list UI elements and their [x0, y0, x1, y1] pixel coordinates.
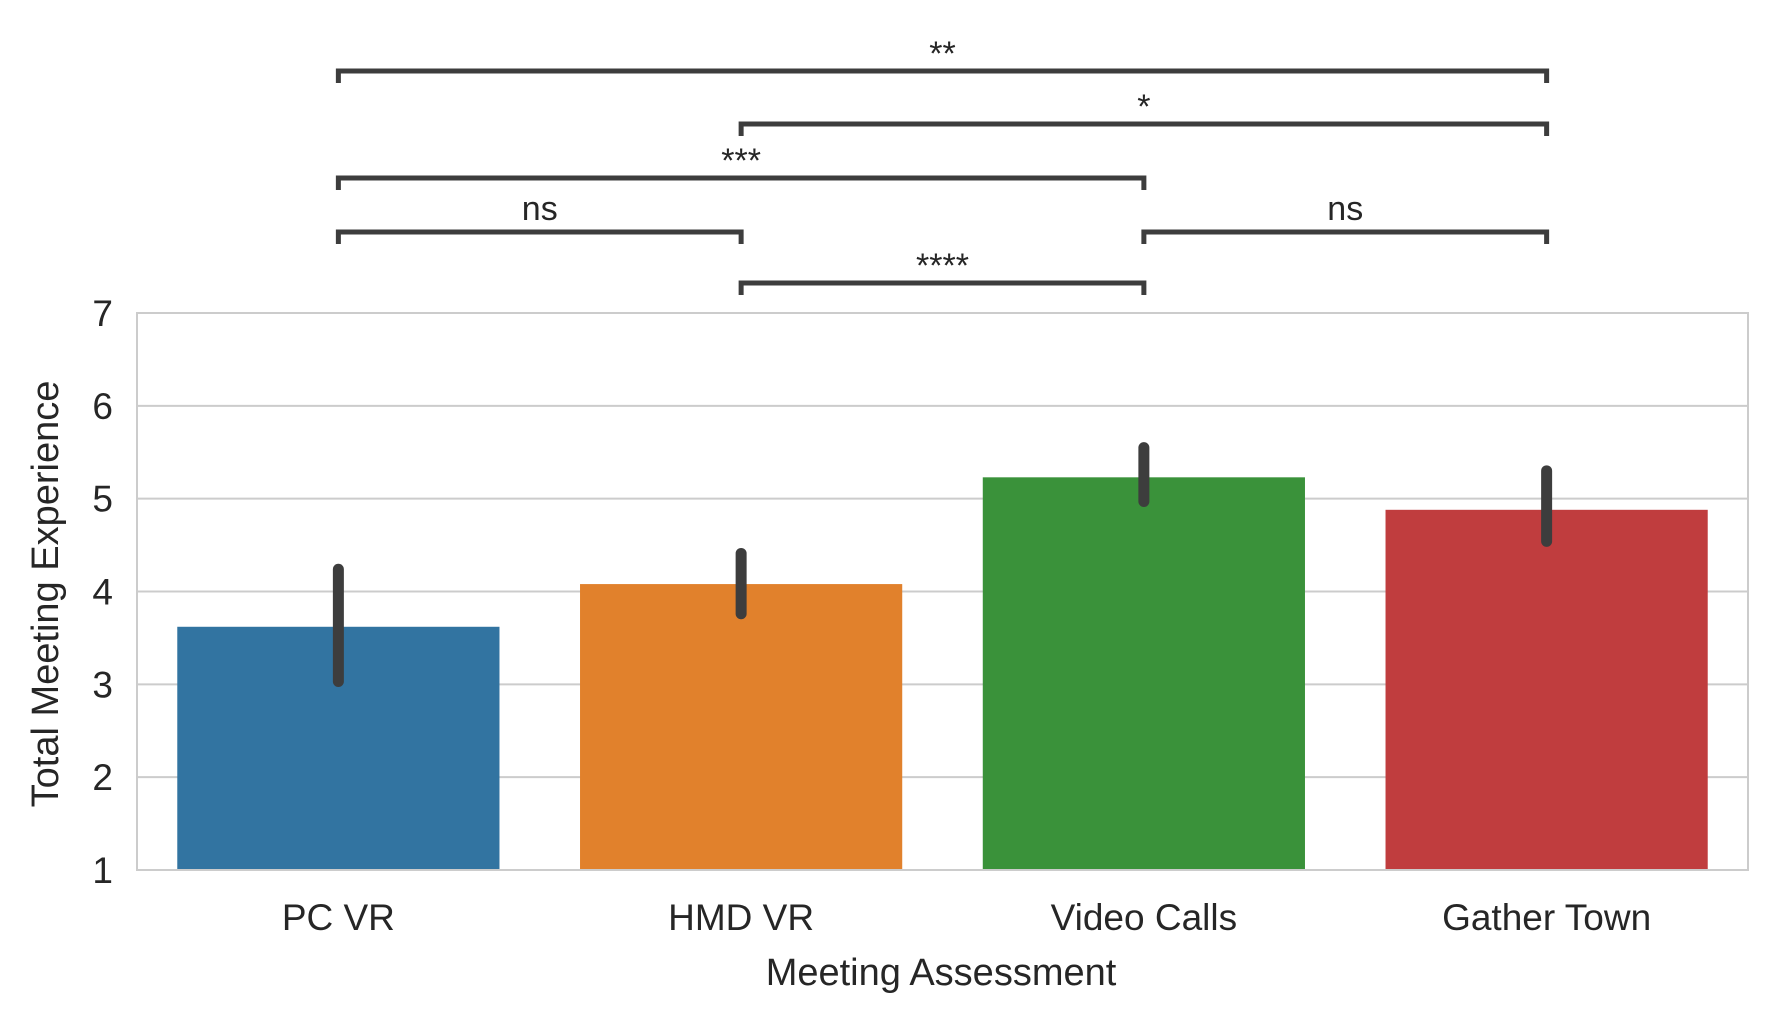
significance-label: *: [1137, 88, 1150, 126]
significance-label: ***: [721, 142, 761, 180]
bar-hmd-vr: [580, 584, 903, 870]
significance-brackets: ****ns ns******: [335, 35, 1550, 295]
x-tick-gather-town: Gather Town: [1442, 897, 1651, 938]
y-tick-2: 2: [92, 757, 113, 798]
error-bars: [332, 442, 1553, 688]
significance-bracket: [335, 175, 1147, 190]
y-tick-4: 4: [92, 572, 113, 613]
x-axis-label: Meeting Assessment: [766, 952, 1117, 994]
plot-frame: [136, 312, 1749, 871]
significance-bracket: [738, 121, 1550, 136]
significance-label: ns: [1327, 190, 1363, 228]
y-tick-1: 1: [92, 850, 113, 891]
significance-bracket: [738, 280, 1147, 295]
y-axis-label: Total Meeting Experience: [25, 381, 67, 808]
bar-gather-town: [1385, 509, 1708, 870]
significance-bracket: [335, 229, 744, 244]
y-tick-7: 7: [92, 293, 113, 334]
significance-bracket: [1141, 229, 1550, 244]
y-tick-labels: 1 2 3 4 5 6 7: [92, 293, 113, 891]
significance-bracket: [335, 68, 1550, 83]
x-tick-hmd-vr: HMD VR: [668, 897, 814, 938]
bars: [177, 477, 1708, 870]
x-tick-labels: PC VR HMD VR Video Calls Gather Town: [282, 897, 1651, 938]
y-tick-5: 5: [92, 479, 113, 520]
y-tick-6: 6: [92, 386, 113, 427]
x-tick-pc-vr: PC VR: [282, 897, 395, 938]
significance-label: ****: [916, 247, 969, 285]
significance-label: ns: [522, 190, 558, 228]
x-tick-video-calls: Video Calls: [1051, 897, 1237, 938]
bar-video-calls: [982, 477, 1305, 870]
y-tick-3: 3: [92, 664, 113, 705]
significance-label: **: [929, 35, 955, 73]
